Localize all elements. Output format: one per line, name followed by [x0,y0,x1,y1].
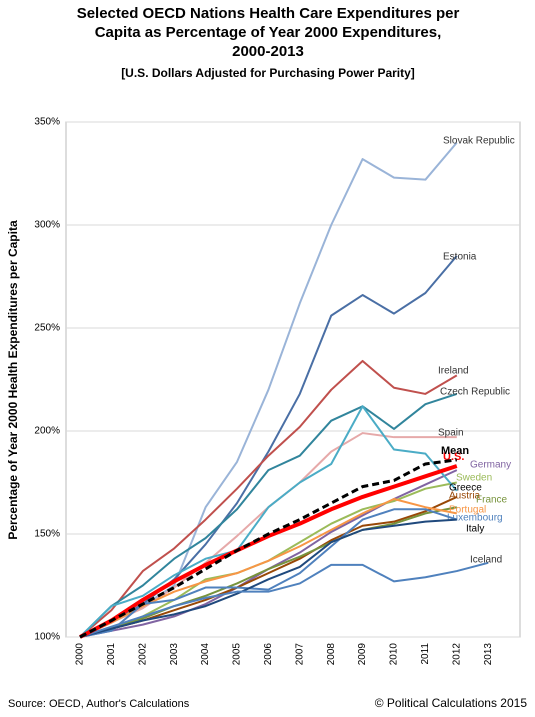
series-line [79,506,457,638]
x-tick-label: 2007 [294,643,305,666]
y-axis-label: Percentage of Year 2000 Health Expenditu… [6,220,20,540]
y-tick-label: 200% [34,426,60,437]
series-label: Portugal [449,505,486,516]
y-tick-label: 350% [34,117,60,128]
series-line [79,464,458,639]
series-label: Mean [441,445,469,457]
series-label: Ireland [438,366,469,377]
y-tick-label: 150% [34,529,60,540]
x-tick-label: 2003 [169,643,180,666]
series-label: Iceland [470,555,502,566]
x-tick-label: 2013 [483,643,494,666]
credit: © Political Calculations 2015 [375,696,528,710]
series-line [79,359,458,638]
y-tick-label: 250% [34,323,60,334]
series-label: Sweden [456,473,492,484]
series-label: Estonia [443,252,477,263]
x-tick-label: 2005 [232,643,243,666]
x-tick-label: 2012 [451,643,462,666]
series-line [79,561,489,638]
chart-subtitle: [U.S. Dollars Adjusted for Purchasing Po… [121,66,415,80]
y-tick-label: 300% [34,220,60,231]
series-line [79,496,458,638]
series-label: Slovak Republic [443,136,515,147]
chart-title: 2000-2013 [232,43,304,60]
series-line [79,392,458,638]
chart-title: Capita as Percentage of Year 2000 Expend… [95,24,442,41]
series-line [79,458,457,639]
series-label: Greece [449,483,482,494]
y-tick-label: 100% [34,632,60,643]
x-tick-label: 2004 [200,643,211,666]
series-line [79,518,457,638]
series-label: Austria [449,491,481,502]
x-tick-label: 2008 [326,643,337,666]
x-tick-label: 2000 [75,643,86,666]
series-label: Luxembourg [447,513,503,524]
series-label: France [476,495,508,506]
series-line [79,497,457,638]
x-tick-label: 2002 [137,643,148,666]
series-label: Italy [466,524,484,535]
series-label: Czech Republic [440,387,510,398]
chart-title: Selected OECD Nations Health Care Expend… [77,5,460,22]
series-line [79,405,458,638]
x-tick-label: 2001 [106,643,117,666]
x-tick-label: 2010 [389,643,400,666]
series-label: Spain [438,428,464,439]
x-tick-label: 2006 [263,643,274,666]
series-label: Germany [470,460,511,471]
x-tick-label: 2011 [420,643,431,665]
source: Source: OECD, Author's Calculations [8,698,190,710]
x-tick-label: 2009 [357,643,368,666]
